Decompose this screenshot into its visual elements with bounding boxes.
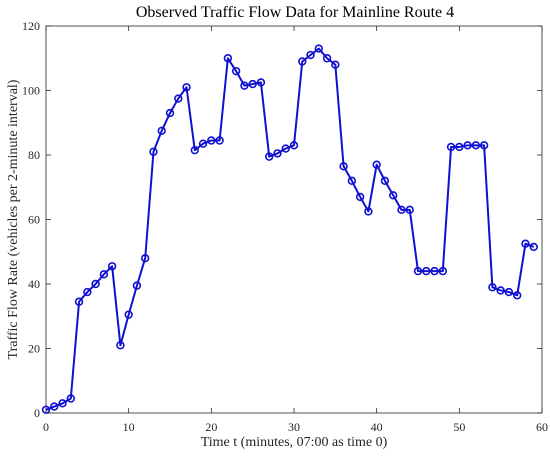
x-tick-label: 40 [371, 420, 383, 434]
data-point-marker [41, 405, 51, 414]
x-axis: 0 10 20 30 40 50 60 [43, 26, 548, 434]
data-point-marker [231, 66, 241, 76]
data-point-marker [66, 394, 76, 403]
data-point-marker [298, 57, 307, 66]
data-point-marker [91, 279, 100, 289]
data-point-marker [355, 192, 365, 202]
y-tick-label: 120 [22, 19, 40, 33]
chart-title: Observed Traffic Flow Data for Mainline … [136, 4, 454, 21]
data-point-marker [198, 139, 208, 148]
data-point-marker [389, 191, 398, 200]
x-tick-label: 60 [536, 420, 548, 434]
y-tick-label: 100 [22, 84, 40, 98]
y-axis: 0 20 40 60 80 100 120 [22, 19, 542, 420]
data-point-marker [347, 176, 357, 186]
data-point-marker [455, 142, 464, 152]
data-point-marker [504, 287, 514, 297]
data-point-marker [430, 266, 439, 276]
series-markers [41, 44, 538, 414]
data-point-marker [58, 399, 67, 408]
data-point-marker [471, 141, 481, 150]
data-point-marker [289, 141, 299, 150]
data-point-marker [306, 50, 315, 60]
data-point-marker [446, 142, 456, 152]
data-point-marker [438, 266, 447, 276]
data-point-marker [182, 83, 191, 92]
data-point-marker [488, 283, 497, 292]
data-point-marker [331, 60, 340, 69]
data-point-marker [157, 126, 166, 136]
y-axis-label: Traffic Flow Rate (vehicles per 2-minute… [6, 79, 21, 359]
data-point-marker [149, 147, 158, 156]
data-point-marker [240, 81, 249, 90]
y-tick-label: 0 [34, 406, 40, 420]
data-point-marker [116, 341, 125, 350]
data-point-marker [207, 136, 216, 145]
data-point-marker [165, 108, 175, 118]
x-tick-label: 10 [123, 420, 135, 434]
data-point-marker [496, 286, 505, 295]
y-tick-label: 40 [28, 277, 40, 291]
x-tick-label: 50 [453, 420, 465, 434]
y-tick-label: 80 [28, 148, 40, 162]
y-tick-label: 60 [28, 213, 40, 227]
data-point-marker [422, 266, 431, 276]
data-point-marker [512, 291, 522, 300]
data-point-marker [141, 254, 150, 263]
data-point-marker [364, 207, 373, 216]
data-point-marker [314, 44, 323, 53]
data-point-marker [529, 242, 538, 252]
data-point-marker [190, 145, 200, 155]
data-point-marker [132, 281, 142, 290]
data-point-marker [322, 54, 332, 63]
data-point-marker [83, 287, 92, 297]
data-point-marker [273, 149, 282, 158]
data-point-marker [265, 152, 274, 161]
data-point-marker [74, 297, 84, 306]
series-line [45, 47, 535, 411]
data-point-marker [256, 78, 266, 87]
data-point-marker [397, 205, 406, 215]
data-point-marker [479, 141, 489, 150]
data-point-marker [174, 94, 183, 103]
data-point-marker [372, 160, 381, 169]
plot-area [45, 25, 543, 414]
data-point-marker [50, 402, 59, 411]
data-point-marker [380, 176, 390, 186]
y-tick-label: 20 [28, 342, 40, 356]
x-tick-label: 30 [288, 420, 300, 434]
data-point-marker [248, 79, 257, 89]
data-point-marker [215, 136, 224, 145]
data-point-marker [405, 205, 414, 215]
data-point-marker [339, 162, 348, 171]
x-tick-label: 20 [205, 420, 217, 434]
data-point-marker [107, 262, 117, 271]
data-point-marker [124, 310, 133, 319]
data-point-marker [413, 266, 423, 276]
x-axis-label: Time t (minutes, 07:00 as time 0) [201, 435, 388, 450]
data-point-marker [281, 144, 290, 153]
data-point-marker [463, 141, 472, 150]
data-point-marker [521, 239, 530, 248]
x-tick-label: 0 [43, 420, 49, 434]
data-point-marker [99, 270, 109, 279]
data-point-marker [223, 54, 233, 63]
